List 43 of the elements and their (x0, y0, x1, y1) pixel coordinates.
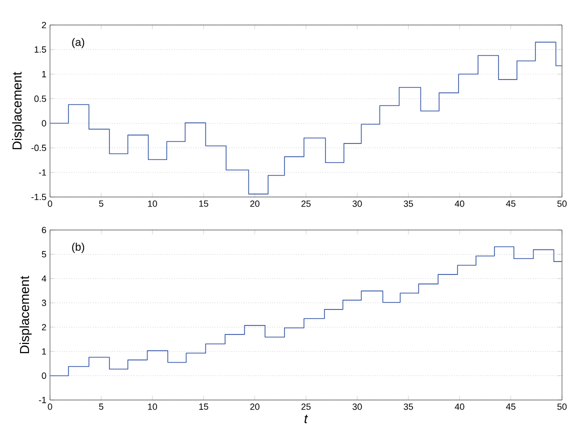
x-tick-label: 0 (48, 404, 52, 410)
x-tick-label: 45 (506, 200, 516, 207)
x-tick-label: 50 (557, 200, 567, 207)
y-tick-label: -1 (38, 396, 46, 404)
x-tick-label: 10 (148, 404, 158, 410)
y-tick-label: 2 (42, 324, 46, 330)
x-tick-label: 5 (99, 404, 104, 410)
x-tick-label: 40 (454, 200, 464, 207)
y-tick-label: -1 (38, 169, 46, 176)
annotation: (b) (72, 242, 84, 253)
x-tick-label: 15 (199, 404, 208, 410)
x-tick-label: 30 (352, 404, 362, 410)
x-tick-label: 40 (454, 404, 464, 410)
x-tick-label: 20 (250, 200, 260, 207)
y-axis-title: Displacement (20, 276, 32, 354)
y-tick-label: 0 (42, 372, 46, 379)
annotation: (a) (72, 38, 84, 48)
y-tick-label: 0 (42, 120, 46, 126)
x-tick-label: 10 (148, 200, 158, 207)
x-tick-label: 25 (301, 404, 311, 410)
x-tick-label: 30 (352, 200, 362, 207)
y-tick-label: 0.5 (34, 96, 46, 102)
y-tick-label: 2 (42, 22, 46, 28)
y-tick-label: 5 (42, 251, 46, 258)
y-tick-label: 6 (42, 226, 46, 234)
y-tick-label: 4 (42, 275, 46, 282)
x-tick-label: 15 (199, 200, 208, 207)
x-tick-label: 20 (250, 404, 260, 410)
y-tick-label: -1.5 (31, 194, 46, 200)
x-tick-label: 5 (99, 200, 104, 207)
y-tick-label: 1 (42, 348, 46, 355)
x-tick-label: 50 (557, 404, 567, 410)
x-tick-label: 25 (301, 200, 311, 207)
x-tick-label: 35 (404, 404, 414, 410)
y-tick-label: 1.5 (34, 46, 46, 53)
x-tick-label: 0 (48, 200, 52, 207)
y-tick-label: 1 (42, 71, 46, 78)
x-tick-label: 45 (506, 404, 516, 410)
y-axis-title: Displacement (12, 72, 24, 150)
y-tick-label: -0.5 (31, 144, 46, 152)
x-axis-title: t (304, 414, 308, 424)
y-tick-label: 3 (42, 300, 46, 306)
x-tick-label: 35 (404, 200, 414, 207)
